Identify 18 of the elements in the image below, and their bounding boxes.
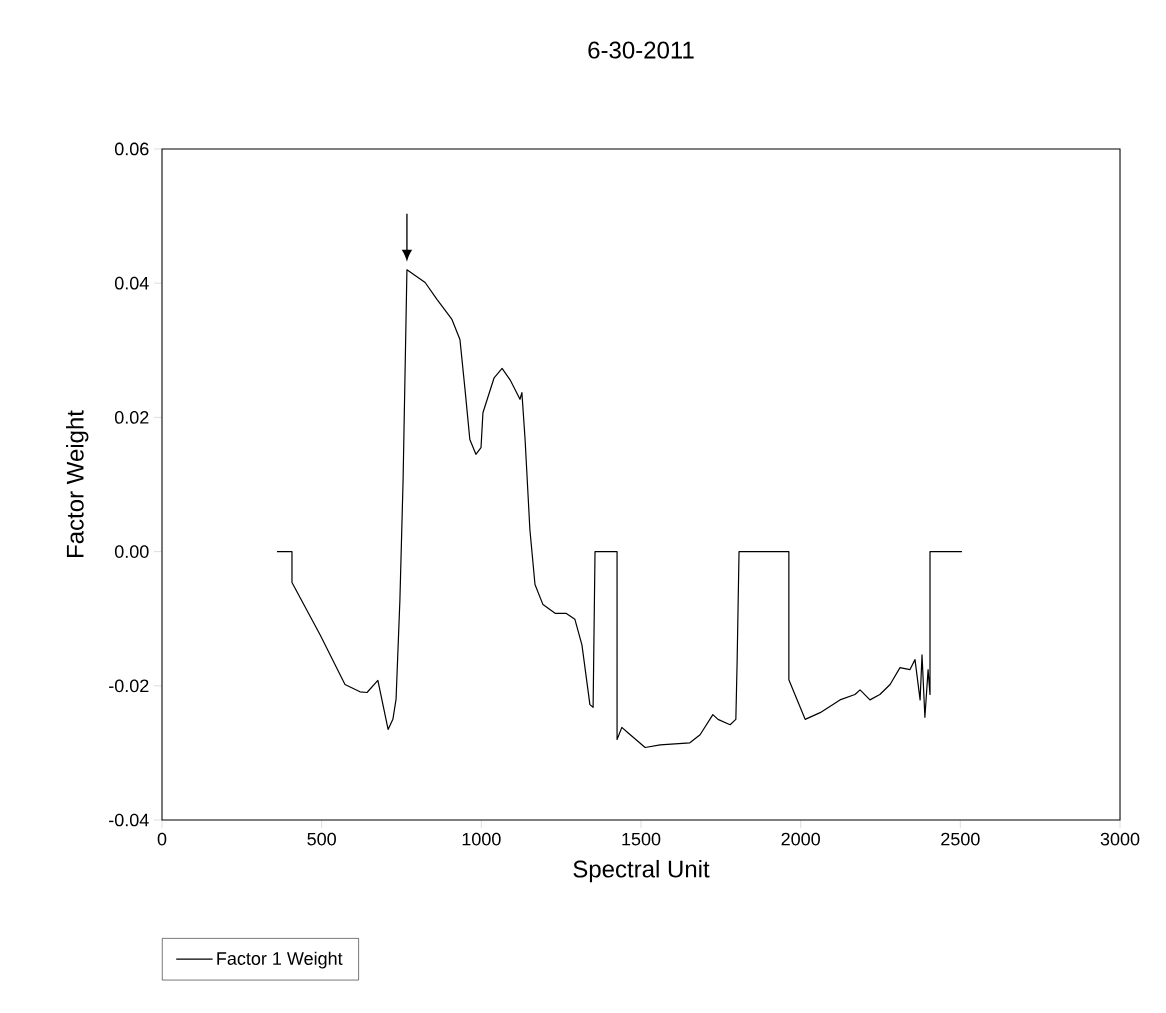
y-tick-label: 0.06 <box>114 142 149 156</box>
x-tick-label: 500 <box>307 832 336 846</box>
y-axis-title: Factor Weight <box>66 410 89 557</box>
y-tick-label: -0.02 <box>109 679 149 693</box>
x-tick-label: 1500 <box>622 832 661 846</box>
legend-label: Factor 1 Weight <box>217 951 343 969</box>
x-axis-title: Spectral Unit <box>573 859 710 883</box>
x-tick-label: 3000 <box>1100 832 1140 846</box>
x-tick-label: 1000 <box>462 832 501 846</box>
x-tick-label: 2000 <box>781 832 820 846</box>
y-tick-label: 0.04 <box>114 276 149 290</box>
y-tick-label: 0.00 <box>114 545 149 558</box>
x-tick-label: 2500 <box>941 832 980 846</box>
line-series <box>276 269 963 749</box>
y-tick-label: -0.04 <box>109 813 149 827</box>
y-tick-label: 0.02 <box>114 411 149 424</box>
chart-title: 6-30-2011 <box>588 41 694 59</box>
x-tick-label: 0 <box>157 832 167 846</box>
